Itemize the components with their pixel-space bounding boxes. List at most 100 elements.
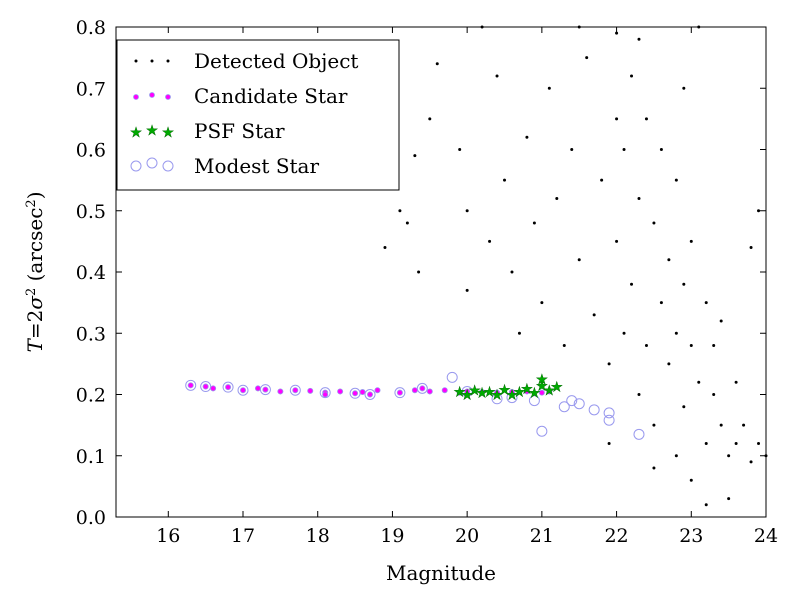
legend-item-detected-object: Detected Object — [134, 49, 358, 73]
data-point-detected-object — [719, 319, 723, 323]
data-point-modest-star — [446, 371, 458, 383]
data-point-detected-object — [659, 301, 663, 305]
data-point-detected-object — [704, 442, 708, 445]
legend-marker-psf-star: ★ — [130, 125, 143, 141]
data-point-detected-object — [757, 209, 761, 213]
legend-marker-detected-object — [150, 59, 154, 63]
legend-marker-detected-object — [166, 59, 170, 63]
data-point-detected-object — [555, 197, 559, 200]
data-point-detected-object — [562, 344, 566, 347]
data-point-psf-star: ★ — [498, 383, 511, 399]
legend-label-psf-star: PSF Star — [194, 119, 285, 143]
data-point-detected-object — [719, 423, 723, 427]
data-point-modest-star — [588, 404, 600, 416]
legend-marker-detected-object — [134, 59, 138, 63]
data-point-psf-star: ★ — [461, 388, 474, 404]
data-point-candidate-star — [225, 384, 232, 391]
legend-label-modest-star: Modest Star — [194, 154, 319, 178]
data-point-psf-star: ★ — [536, 372, 549, 388]
x-tick-label: 20 — [455, 525, 479, 547]
data-point-detected-object — [689, 478, 693, 482]
y-tick-label: 0.4 — [76, 262, 106, 284]
data-point-detected-object — [607, 442, 611, 445]
x-tick-label: 24 — [754, 525, 778, 547]
data-point-detected-object — [704, 503, 708, 507]
data-point-modest-star — [603, 414, 615, 426]
data-point-detected-object — [517, 331, 521, 335]
data-point-psf-star: ★ — [476, 386, 489, 402]
data-point-detected-object — [417, 270, 421, 274]
data-point-candidate-star — [396, 389, 403, 396]
data-point-candidate-star — [441, 387, 448, 394]
data-point-candidate-star — [210, 385, 217, 392]
data-point-detected-object — [600, 178, 604, 182]
y-tick-label: 0.6 — [76, 140, 106, 162]
data-point-detected-object — [652, 423, 656, 427]
data-point-candidate-star — [352, 390, 359, 397]
x-tick-label: 16 — [156, 525, 180, 547]
data-point-modest-star — [394, 387, 406, 399]
data-point-candidate-star — [202, 383, 209, 390]
data-point-detected-object — [540, 301, 544, 305]
data-point-candidate-star — [322, 391, 329, 398]
data-point-detected-object — [682, 405, 686, 409]
legend-item-candidate-star: Candidate Star — [133, 84, 348, 108]
data-point-detected-object — [644, 117, 648, 121]
legend-item-modest-star: Modest Star — [130, 154, 319, 178]
data-point-psf-star: ★ — [528, 386, 541, 402]
legend-marker-candidate-star — [149, 92, 155, 98]
data-point-detected-object — [659, 148, 663, 151]
data-point-detected-object — [742, 423, 746, 427]
x-axis: 16 17 18 19 20 21 22 23 24 — [156, 27, 778, 547]
data-point-detected-object — [435, 62, 439, 66]
legend-label-detected-object: Detected Object — [194, 49, 358, 73]
data-point-detected-object — [630, 282, 634, 286]
data-point-detected-object — [495, 74, 499, 78]
legend-marker-modest-star — [146, 157, 158, 169]
data-point-modest-star — [603, 407, 615, 419]
data-point-detected-object — [652, 221, 656, 225]
data-point-candidate-star — [508, 389, 515, 396]
legend-box — [116, 39, 400, 191]
data-point-detected-object — [428, 117, 432, 121]
data-point-detected-object — [674, 454, 678, 458]
data-point-detected-object — [503, 178, 507, 182]
legend: Detected Object Candidate Star ★ ★ ★ PSF… — [116, 39, 400, 191]
data-point-candidate-star — [337, 388, 344, 395]
data-point-modest-star — [536, 425, 548, 437]
y-tick-label: 0.8 — [76, 17, 106, 39]
legend-marker-candidate-star — [133, 94, 139, 100]
y-axis-label: T=2σ2 (arcsec2) — [23, 191, 47, 352]
data-point-detected-object — [383, 246, 387, 249]
data-point-modest-star — [222, 381, 234, 393]
x-tick-label: 21 — [530, 525, 554, 547]
data-point-candidate-star — [307, 387, 314, 394]
legend-marker-modest-star — [130, 160, 142, 172]
data-point-candidate-star — [464, 388, 471, 395]
data-point-detected-object — [674, 178, 678, 182]
data-point-detected-object — [712, 344, 716, 347]
data-point-detected-object — [615, 31, 619, 35]
data-point-candidate-star — [367, 391, 374, 398]
data-point-detected-object — [413, 154, 417, 158]
data-point-detected-object — [727, 454, 731, 458]
data-point-candidate-star — [494, 389, 501, 396]
data-point-modest-star — [319, 387, 331, 399]
data-point-candidate-star — [262, 386, 269, 393]
data-point-candidate-star — [419, 385, 426, 392]
data-point-candidate-star — [546, 388, 553, 395]
data-point-detected-object — [465, 288, 469, 292]
data-point-detected-object — [682, 282, 686, 286]
data-point-detected-object — [727, 497, 731, 501]
data-point-psf-star: ★ — [483, 384, 496, 400]
data-point-detected-object — [637, 37, 641, 41]
data-point-detected-object — [458, 148, 462, 151]
data-point-detected-object — [697, 380, 701, 384]
data-point-detected-object — [682, 86, 686, 90]
data-point-modest-star — [573, 398, 585, 410]
y-tick-label: 0.7 — [76, 78, 106, 100]
data-point-detected-object — [667, 258, 671, 262]
data-point-detected-object — [712, 393, 716, 396]
data-point-candidate-star — [456, 389, 463, 396]
data-point-detected-object — [547, 86, 551, 90]
